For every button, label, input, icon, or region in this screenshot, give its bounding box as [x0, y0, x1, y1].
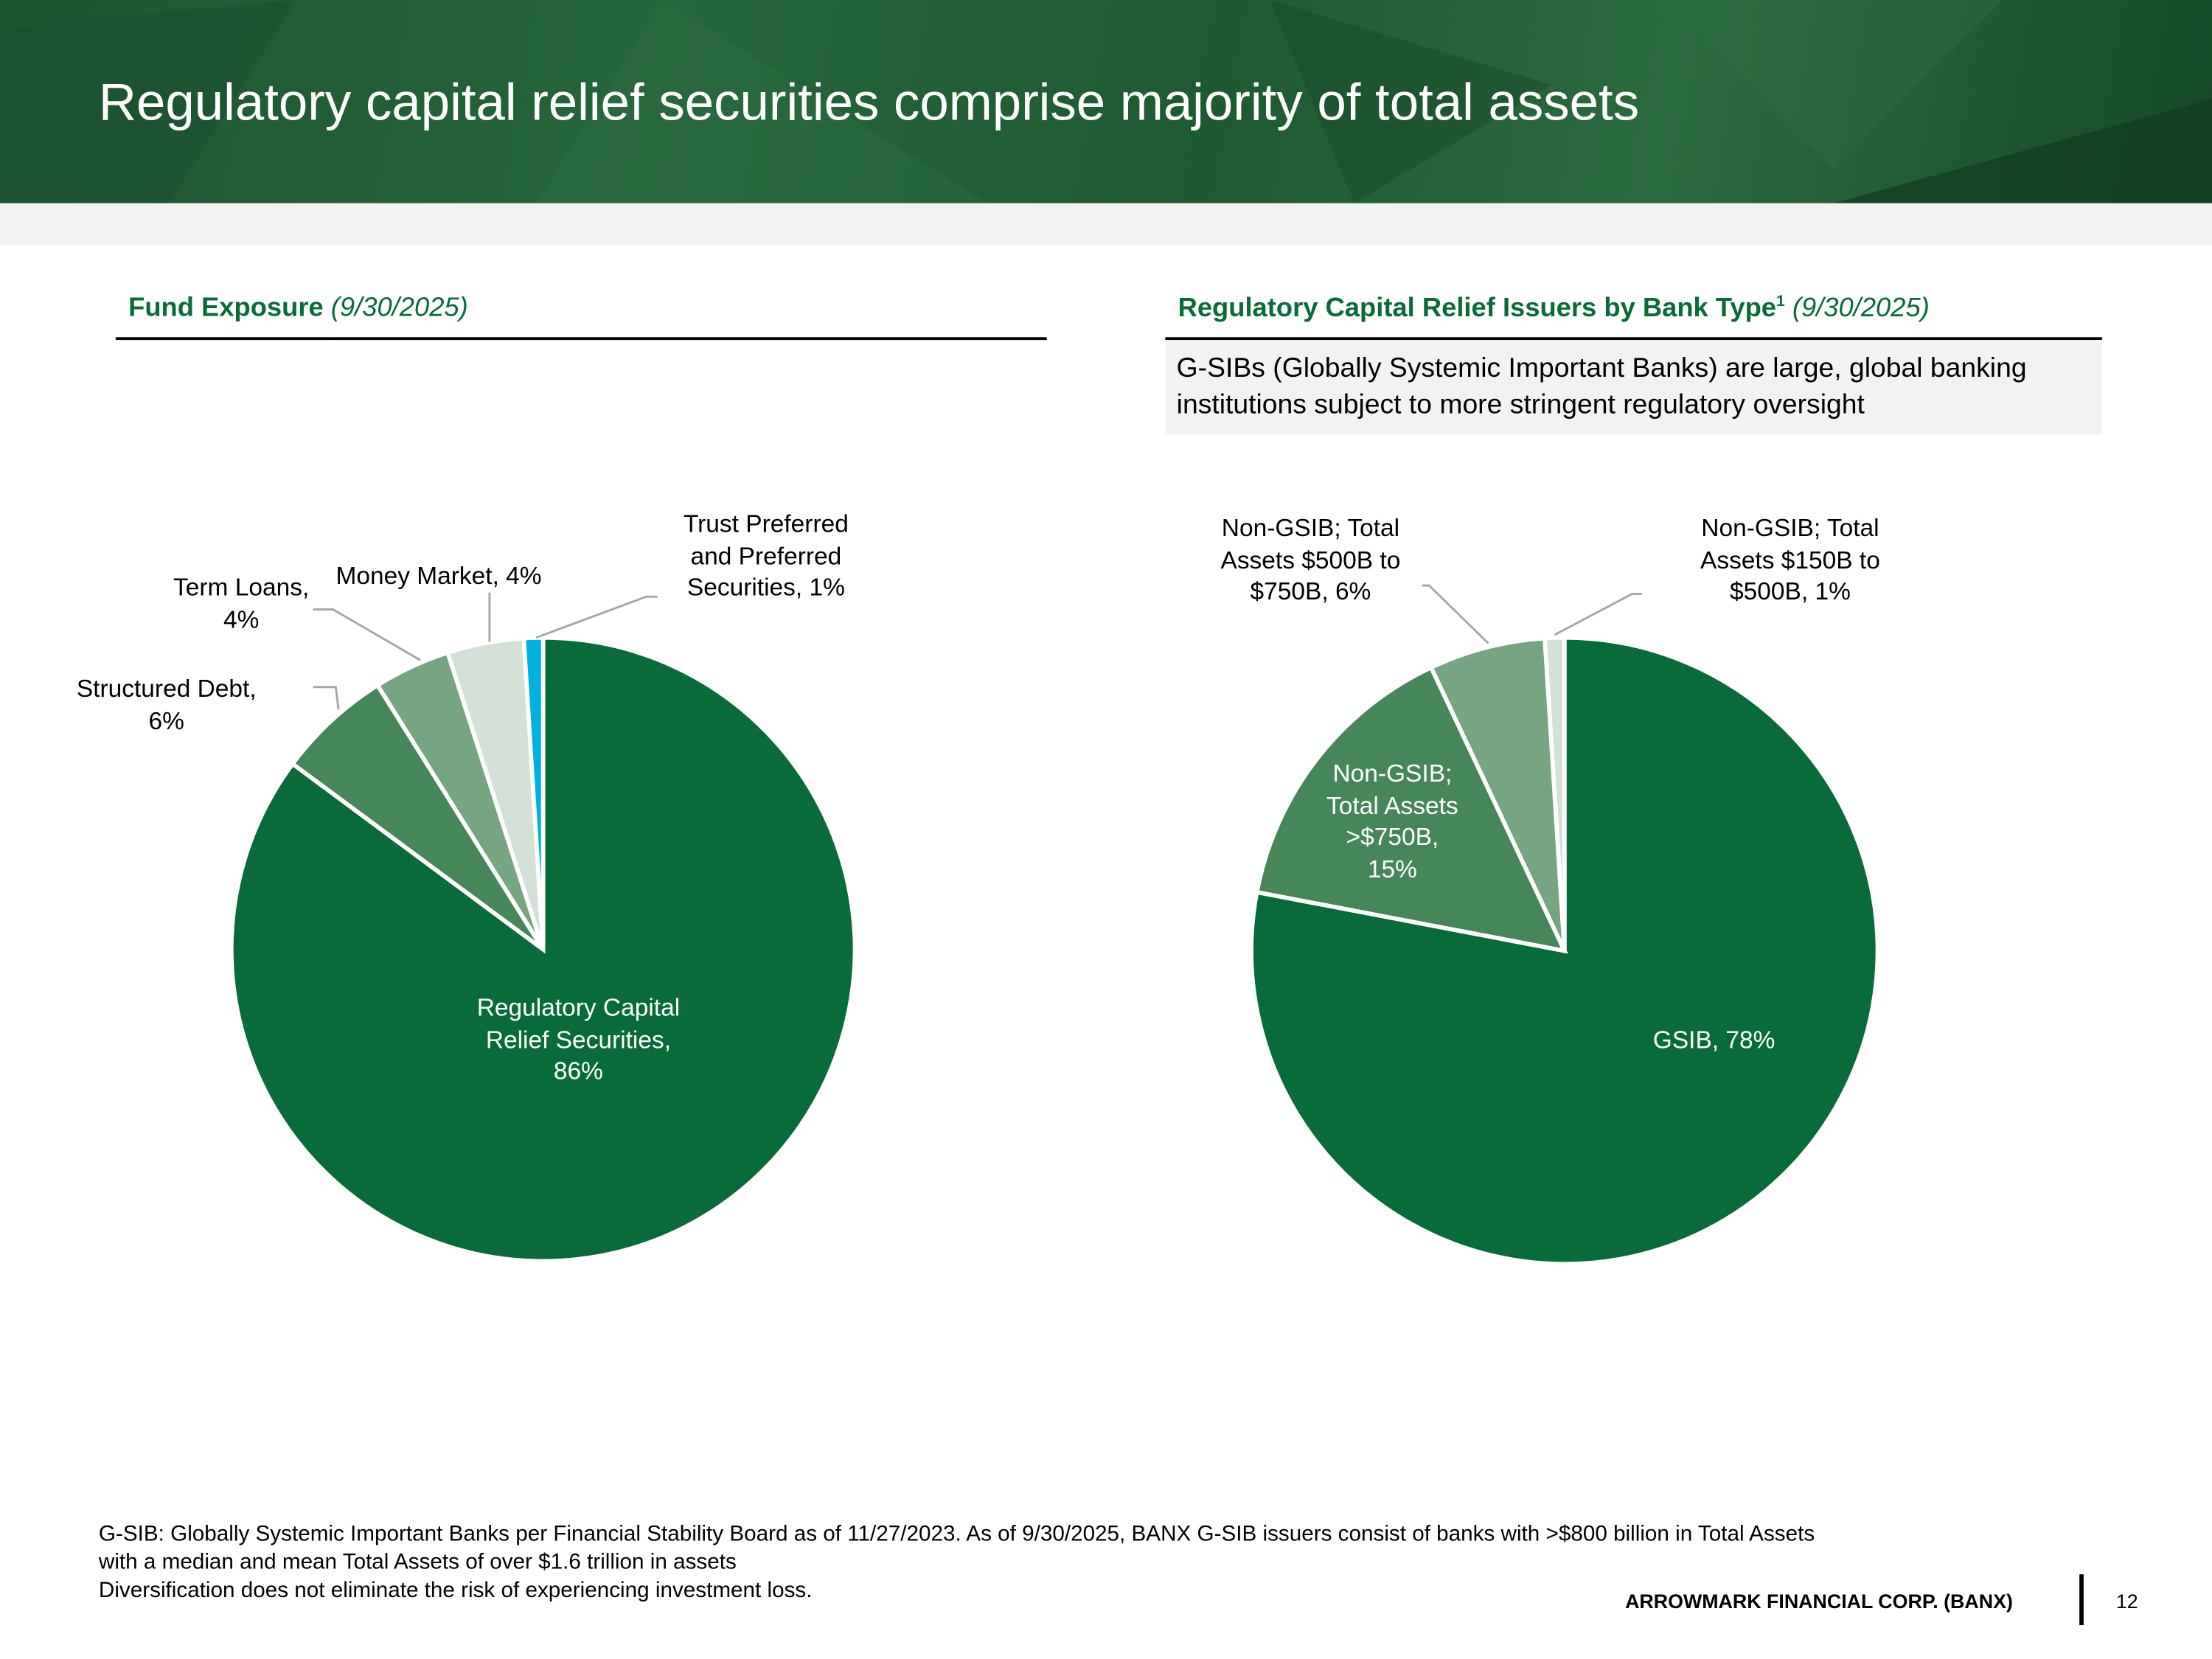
pie1-slice-3: [1543, 635, 1567, 951]
label-regulatory-capital: Regulatory Capital Relief Securities, 86%: [476, 992, 681, 1085]
label-non-gsib-500-750: Non-GSIB; Total Assets $500B to $750B, 6%: [1220, 513, 1401, 605]
gsib-note: G-SIBs (Globally Systemic Important Bank…: [1165, 341, 2102, 435]
leader-term-loans: [313, 608, 421, 661]
header-divider: [0, 203, 2212, 246]
page-number: 12: [2115, 1590, 2138, 1613]
leader-structured-debt: [313, 686, 340, 710]
page-title: Regulatory capital relief securities com…: [98, 73, 1640, 131]
fund-exposure-title: Fund Exposure (9/30/2025): [128, 293, 468, 324]
label-term-loans: Term Loans, 4%: [173, 572, 310, 633]
leader-trust-preferred: [535, 595, 658, 639]
pie0-slice-1: [289, 682, 546, 951]
banner-pattern: [0, 0, 2212, 204]
pie1-slice-2: [1428, 636, 1567, 952]
label-trust-preferred: Trust Preferred and Preferred Securities, …: [683, 509, 849, 602]
left-rule: [115, 337, 1047, 341]
pie1-slice-1: [1254, 664, 1568, 954]
label-structured-debt: Structured Debt, 6%: [76, 674, 257, 734]
label-non-gsib-750: Non-GSIB; Total Assets >$750B, 15%: [1326, 759, 1458, 883]
label-money-market: Money Market, 4%: [335, 561, 542, 590]
pie0-slice-4: [521, 635, 546, 950]
company-name: ARROWMARK FINANCIAL CORP. (BANX): [1625, 1590, 2013, 1613]
leader-non-gsib-500-750: [1422, 584, 1489, 644]
footer-divider: [2079, 1574, 2084, 1626]
bank-type-title: Regulatory Capital Relief Issuers by Ban…: [1178, 293, 1930, 324]
leader-non-gsib-150-500: [1554, 593, 1643, 636]
right-rule: [1165, 337, 2102, 341]
label-non-gsib-150-500: Non-GSIB; Total Assets $150B to $500B, 1%: [1700, 513, 1880, 605]
footnote: G-SIB: Globally Systemic Important Banks…: [98, 1522, 1815, 1603]
header-banner: Regulatory capital relief securities com…: [0, 0, 2212, 204]
label-gsib: GSIB, 78%: [1652, 1025, 1775, 1054]
